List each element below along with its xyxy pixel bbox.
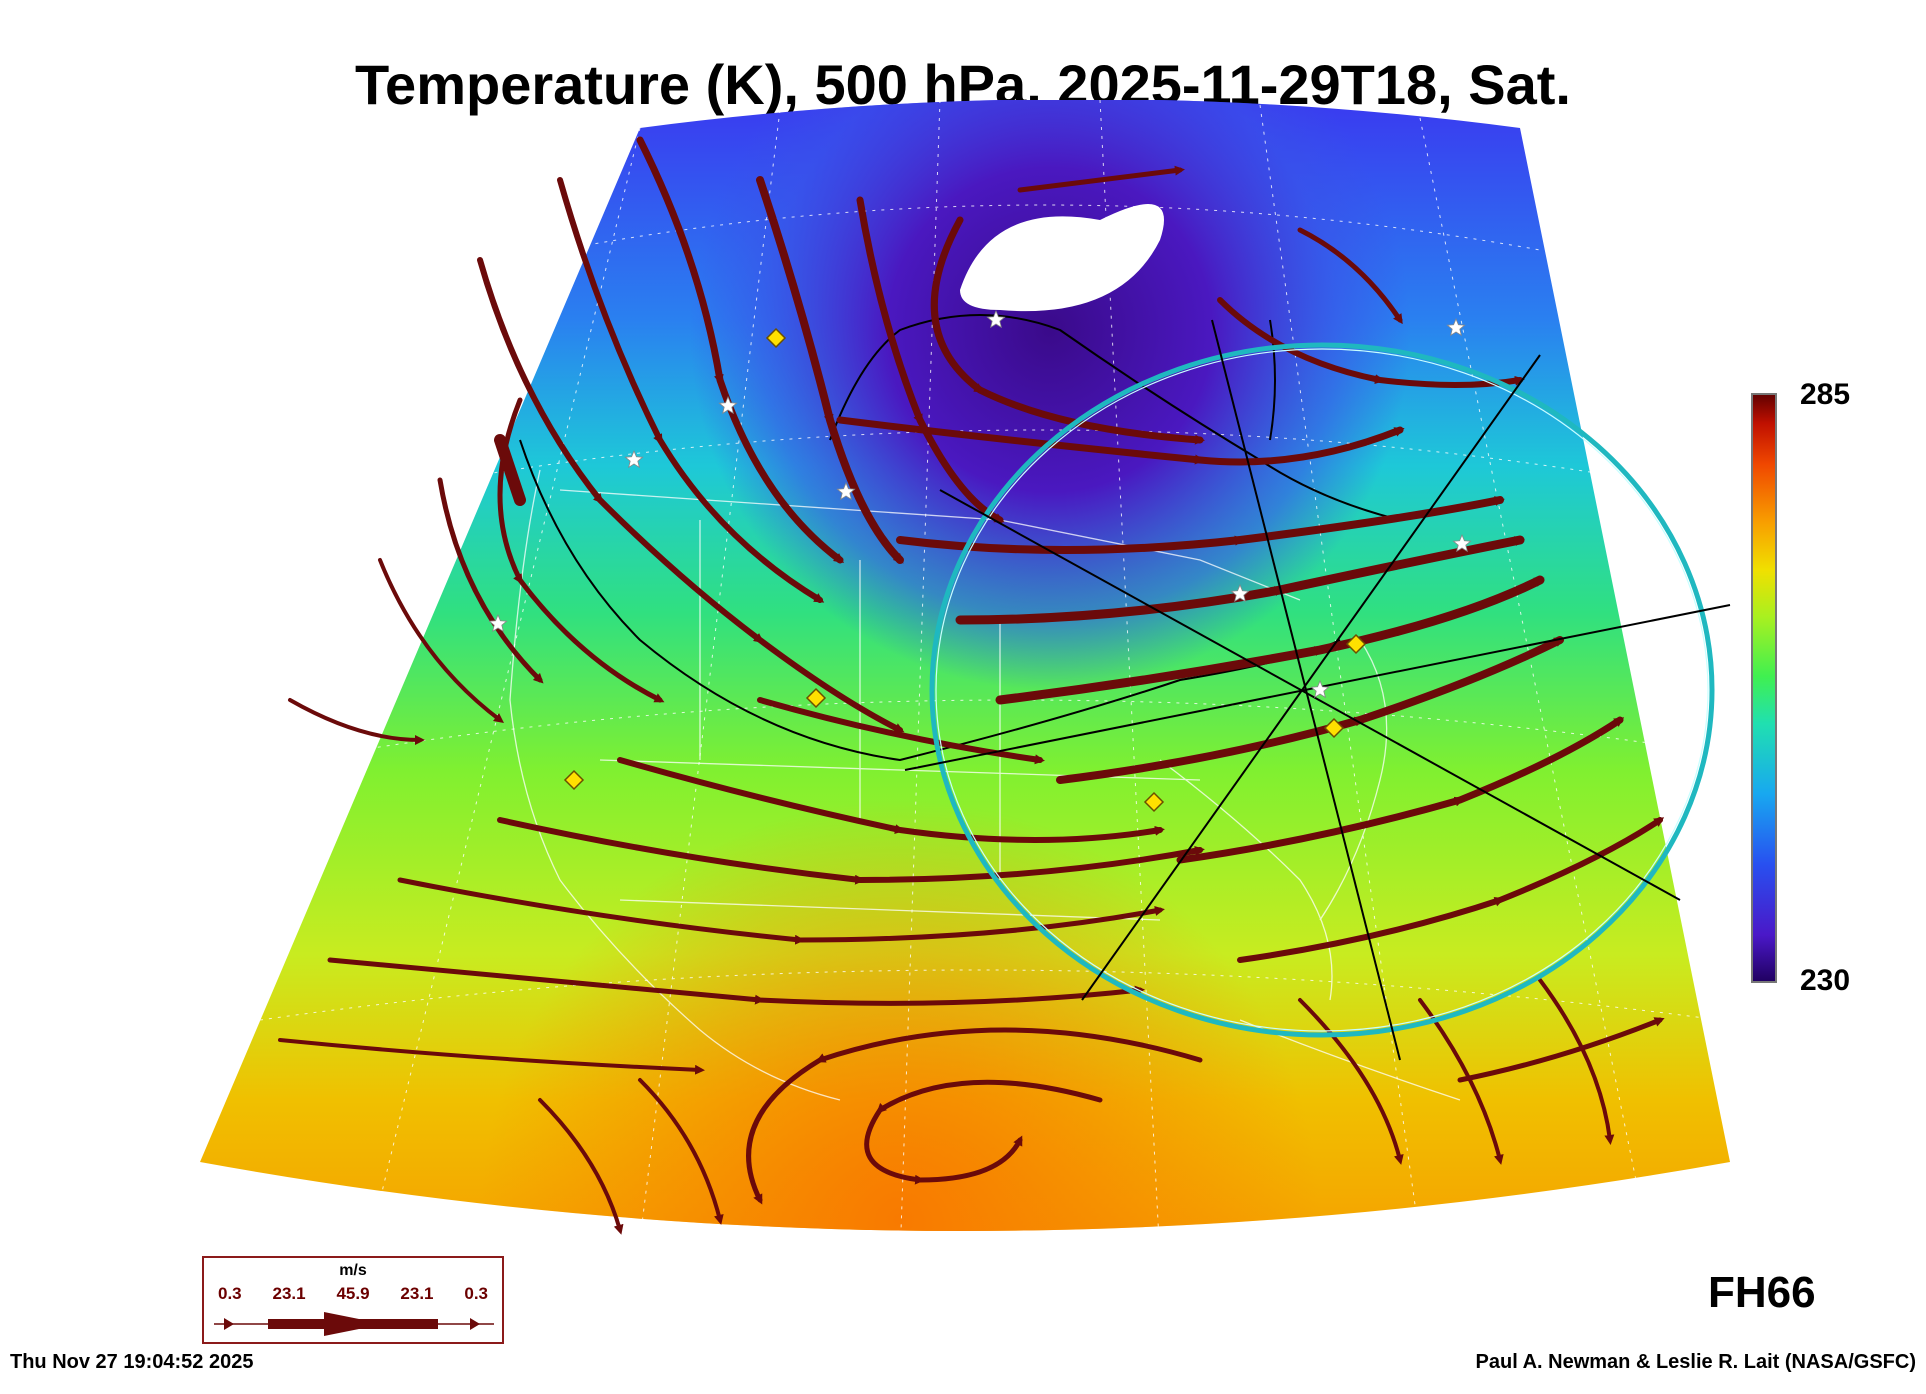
credit-line: Paul A. Newman & Leslie R. Lait (NASA/GS… xyxy=(1475,1351,1916,1373)
star-icon xyxy=(836,481,856,501)
missing-data-region xyxy=(960,204,1164,312)
streamline xyxy=(1298,998,1404,1165)
star-icon xyxy=(1230,583,1250,603)
streamline xyxy=(1056,636,1565,784)
legend-arrow-scale xyxy=(214,1312,494,1336)
star-icon xyxy=(1310,679,1330,699)
streamline xyxy=(494,434,526,506)
streamline xyxy=(617,757,1165,843)
diamond-icon xyxy=(1143,791,1165,813)
streamline xyxy=(278,1038,705,1075)
streamline xyxy=(1217,297,1525,388)
star-icon xyxy=(718,395,738,415)
streamline xyxy=(378,558,504,724)
trajectory-circle xyxy=(929,342,1715,1038)
legend-value: 23.1 xyxy=(400,1284,434,1303)
streamline xyxy=(397,877,1165,945)
streamline xyxy=(746,1027,1203,1205)
wind-speed-legend: m/s 0.3 23.1 45.9 23.1 0.3 xyxy=(202,1256,504,1344)
streamline xyxy=(836,416,1405,466)
streamline xyxy=(477,257,905,733)
streamline xyxy=(1457,1017,1665,1083)
star-icon xyxy=(1446,317,1466,337)
legend-value: 23.1 xyxy=(272,1284,306,1303)
temperature-field xyxy=(200,99,1730,1231)
streamline xyxy=(756,176,904,564)
star-icon xyxy=(624,449,644,469)
generation-timestamp: Thu Nov 27 19:04:52 2025 xyxy=(10,1351,254,1373)
legend-values: 0.3 23.1 45.9 23.1 0.3 xyxy=(218,1284,488,1304)
streamline xyxy=(864,1079,1103,1185)
colorbar xyxy=(1751,393,1777,983)
diamond-icon xyxy=(563,769,585,791)
streamline xyxy=(497,817,1205,885)
streamline xyxy=(1176,716,1625,864)
star-icon xyxy=(986,309,1006,329)
streamline xyxy=(995,575,1545,705)
legend-value: 45.9 xyxy=(336,1284,370,1303)
legend-unit: m/s xyxy=(339,1262,367,1279)
star-icon xyxy=(1452,533,1472,553)
streamline xyxy=(1297,227,1403,325)
legend-value: 0.3 xyxy=(218,1284,242,1303)
colorbar-max-label: 285 xyxy=(1800,378,1851,411)
diamond-icon xyxy=(805,687,827,709)
streamline xyxy=(856,196,1005,524)
streamline xyxy=(1538,978,1615,1145)
star-icon xyxy=(488,613,508,633)
streamline xyxy=(638,1078,724,1225)
wind-streamlines xyxy=(278,136,1665,1235)
streamline xyxy=(288,698,425,745)
event-markers xyxy=(563,327,1367,813)
streamline xyxy=(930,216,1205,445)
forecast-hour-label: FH66 xyxy=(1708,1268,1816,1317)
legend-value: 0.3 xyxy=(464,1284,488,1303)
streamline xyxy=(538,1098,624,1235)
streamline xyxy=(437,477,544,684)
diamond-icon xyxy=(765,327,787,349)
diamond-icon xyxy=(1345,633,1367,655)
streamline xyxy=(1237,817,1665,963)
diamond-icon xyxy=(1323,717,1345,739)
colorbar-min-label: 230 xyxy=(1800,964,1851,997)
station-markers xyxy=(488,309,1472,699)
streamline xyxy=(757,697,1045,765)
streamline xyxy=(327,957,1145,1006)
streamline xyxy=(1017,165,1185,193)
